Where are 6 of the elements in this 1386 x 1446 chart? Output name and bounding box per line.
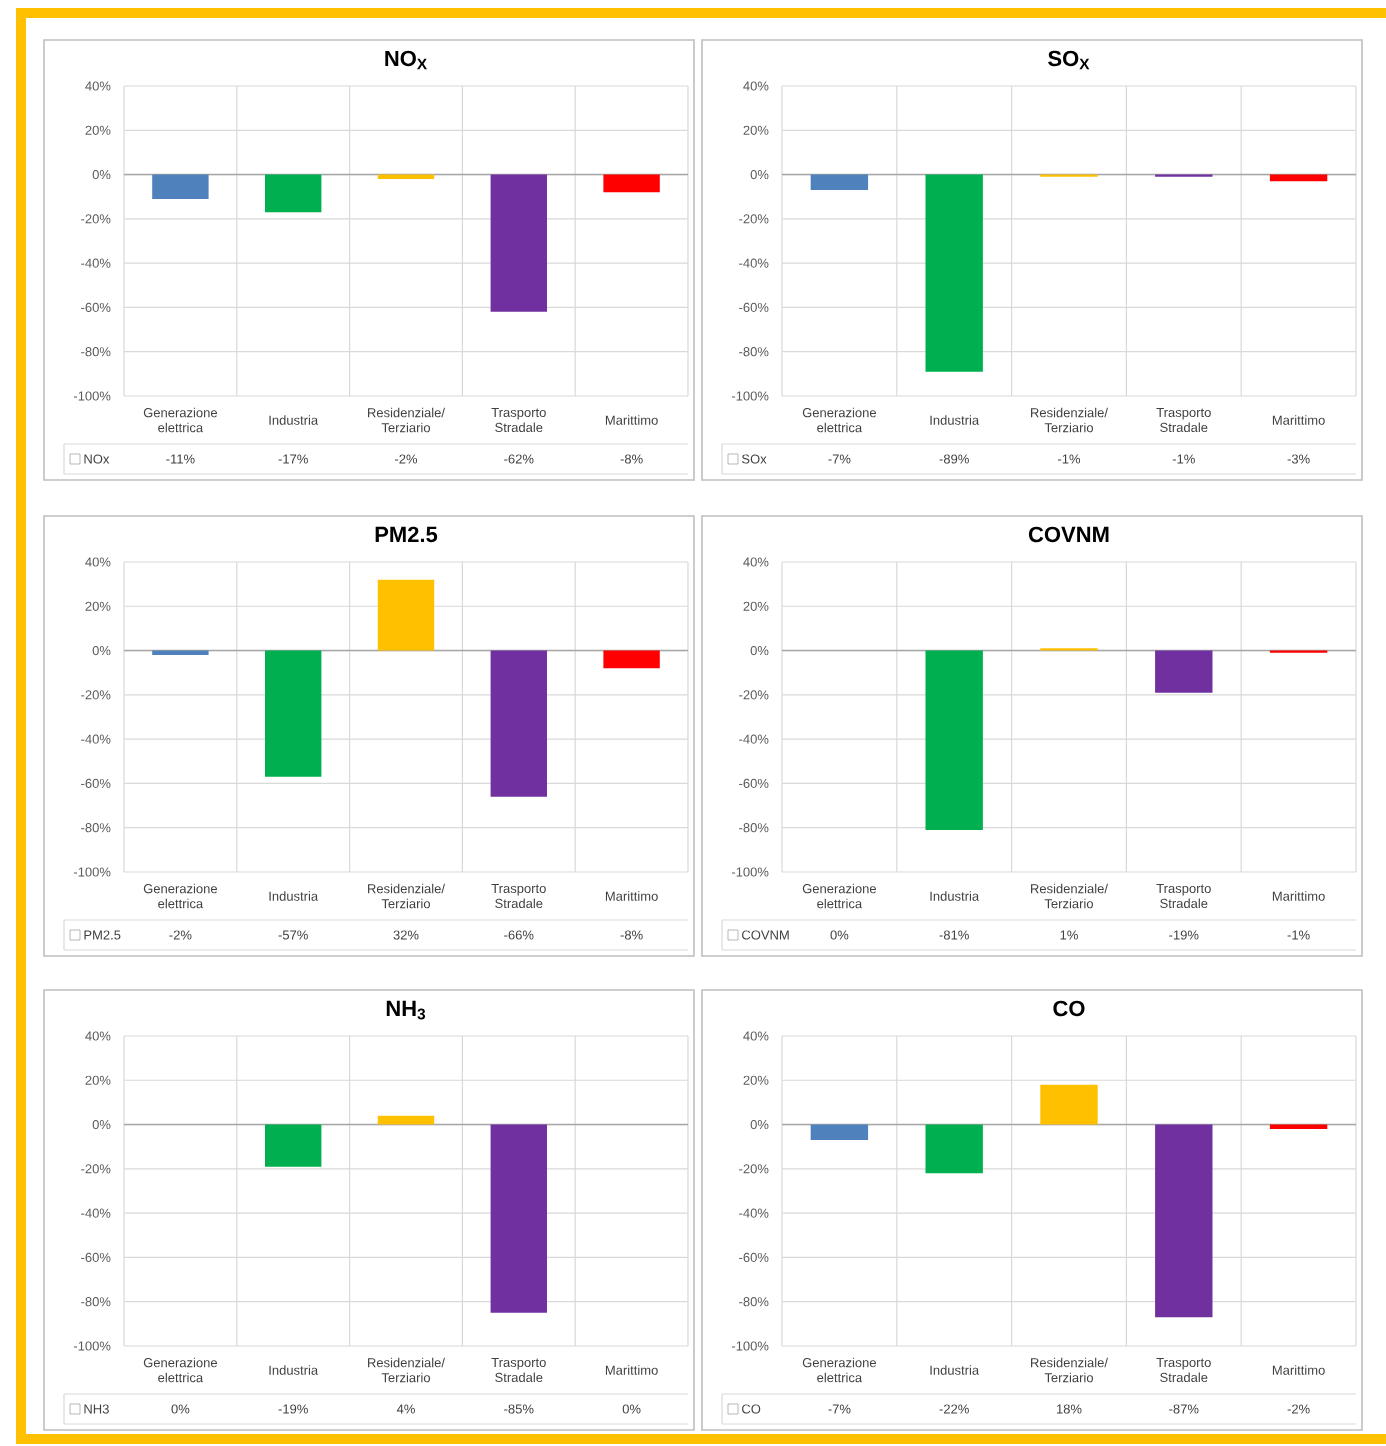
chart-title: CO <box>1053 1000 1085 1017</box>
chart-title: NH$_{3}$ <box>386 1000 426 1020</box>
chart-title: SO$_{X}$ <box>1048 50 1090 70</box>
chart-title: PM2.5 <box>375 526 438 543</box>
chart-title: NO$_{X}$ <box>385 50 427 70</box>
chart-title: COVNM <box>1028 526 1109 543</box>
